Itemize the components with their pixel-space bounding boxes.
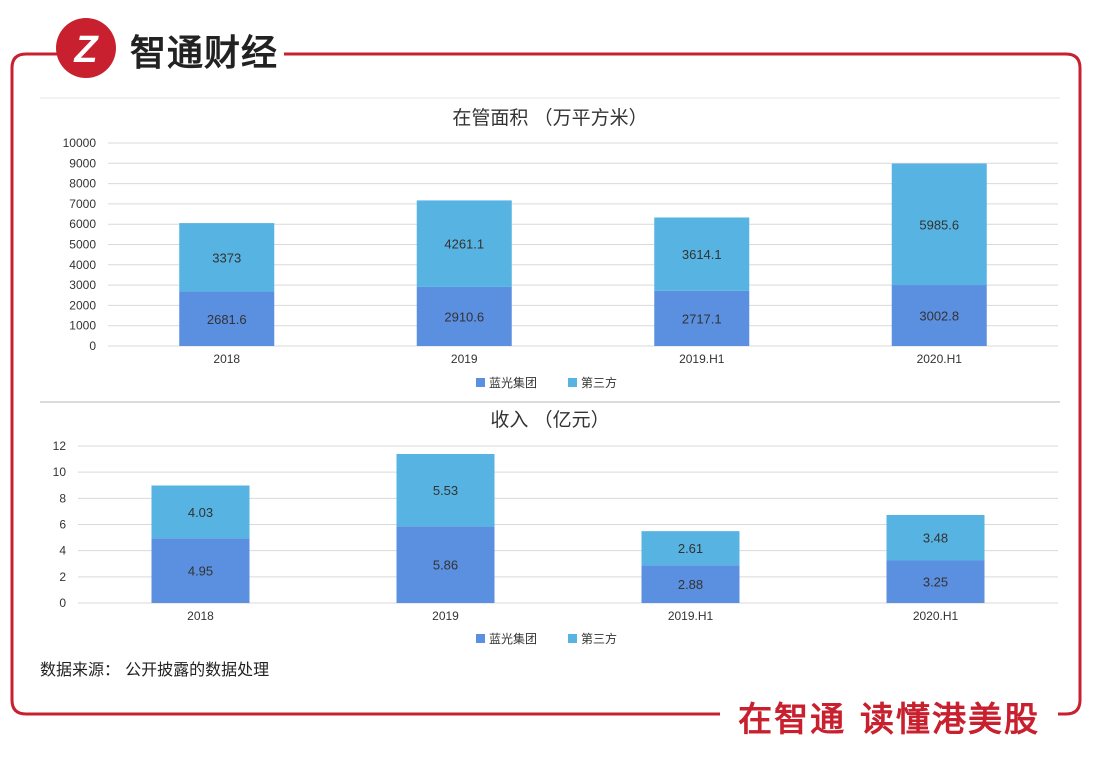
data-label: 2.88 <box>678 577 703 592</box>
bar-lanxi <box>179 291 275 346</box>
bar-lanxi <box>416 286 512 346</box>
legend-label: 蓝光集团 <box>489 631 537 646</box>
legend-swatch <box>568 634 577 643</box>
data-label: 4261.1 <box>444 237 484 252</box>
x-tick-labels: 2018 2019 2019.H1 2020.H1 <box>213 352 962 366</box>
y-tick-label: 5000 <box>69 238 96 252</box>
x-tick-label: 2019 <box>432 609 459 623</box>
y-tick-label: 7000 <box>69 197 96 211</box>
y-tick-label: 1000 <box>69 319 96 333</box>
data-label: 3.48 <box>923 531 948 546</box>
x-tick-label: 2018 <box>187 609 214 623</box>
y-tick-label: 0 <box>89 339 96 353</box>
y-tick-label: 8000 <box>69 177 96 191</box>
data-label: 2681.6 <box>207 312 247 327</box>
logo-icon: Z <box>56 18 116 78</box>
chart-title: 在管面积 （万平方米） <box>452 107 647 129</box>
legend-swatch <box>476 634 485 643</box>
legend-swatch <box>568 378 577 387</box>
bar-lanxi <box>396 526 495 603</box>
x-tick-label: 2019 <box>451 352 478 366</box>
data-label: 3.25 <box>923 575 948 590</box>
data-label: 3373 <box>212 250 241 265</box>
data-label: 2717.1 <box>682 311 722 326</box>
y-tick-label: 10000 <box>63 136 97 150</box>
data-label: 5.53 <box>433 483 458 498</box>
x-tick-labels: 2018 2019 2019.H1 2020.H1 <box>187 609 958 623</box>
data-label: 5.86 <box>433 558 458 573</box>
y-tick-labels: 0 2 4 6 8 10 12 <box>53 439 67 610</box>
x-tick-label: 2020.H1 <box>913 609 959 623</box>
bar-third-party <box>179 223 275 292</box>
data-label: 3002.8 <box>919 309 959 324</box>
data-label: 4.95 <box>188 564 213 579</box>
legend: 蓝光集团 第三方 <box>476 631 617 646</box>
bar-third-party <box>654 217 750 291</box>
y-tick-label: 2000 <box>69 298 96 312</box>
y-tick-label: 6 <box>59 518 66 532</box>
bar-third-party <box>416 200 512 287</box>
bars: 2681.6 3373 2910.6 4261.1 2717.1 3614.1 3002.8… <box>179 163 987 346</box>
bar-third-party <box>641 531 740 566</box>
legend-label: 第三方 <box>581 375 617 390</box>
brand-name: 智通财经 <box>124 24 285 76</box>
x-tick-label: 2018 <box>213 352 240 366</box>
y-tick-label: 3000 <box>69 278 96 292</box>
bars: 4.95 4.03 5.86 5.53 2.88 2.61 3.25 3.48 <box>151 453 985 603</box>
bar-lanxi <box>641 565 740 603</box>
data-label: 2.61 <box>678 541 703 556</box>
y-tick-label: 9000 <box>69 156 96 170</box>
bar-third-party <box>396 453 495 527</box>
chart-title: 收入 （亿元） <box>490 409 609 431</box>
y-tick-label: 8 <box>59 491 66 505</box>
bar-lanxi <box>886 560 985 603</box>
y-tick-label: 12 <box>53 439 67 453</box>
bar-third-party <box>151 485 250 539</box>
legend: 蓝光集团 第三方 <box>476 375 617 390</box>
bar-third-party <box>886 514 985 561</box>
y-tick-label: 4000 <box>69 258 96 272</box>
source-note: 数据来源： 公开披露的数据处理 <box>40 660 270 679</box>
x-tick-label: 2019.H1 <box>668 609 714 623</box>
y-tick-label: 4 <box>59 544 66 558</box>
bar-third-party <box>891 163 987 286</box>
y-tick-label: 2 <box>59 570 66 584</box>
data-label: 3614.1 <box>682 247 722 262</box>
y-tick-label: 10 <box>53 465 67 479</box>
data-label: 4.03 <box>188 505 213 520</box>
y-tick-labels: 0 1000 2000 3000 4000 5000 6000 7000 8000 9000 100… <box>63 136 97 353</box>
data-label: 2910.6 <box>444 309 484 324</box>
x-tick-label: 2019.H1 <box>679 352 725 366</box>
y-tick-label: 0 <box>59 596 66 610</box>
legend-swatch <box>476 378 485 387</box>
bar-lanxi <box>151 538 250 603</box>
bar-lanxi <box>654 290 750 346</box>
legend-label: 第三方 <box>581 631 617 646</box>
logo-mark: Z <box>73 29 99 71</box>
bar-lanxi <box>891 285 987 346</box>
y-tick-label: 6000 <box>69 217 96 231</box>
footer-slogan: 在智通 读懂港美股 <box>730 692 1048 741</box>
x-tick-label: 2020.H1 <box>917 352 963 366</box>
legend-label: 蓝光集团 <box>489 375 537 390</box>
data-label: 5985.6 <box>919 217 959 232</box>
